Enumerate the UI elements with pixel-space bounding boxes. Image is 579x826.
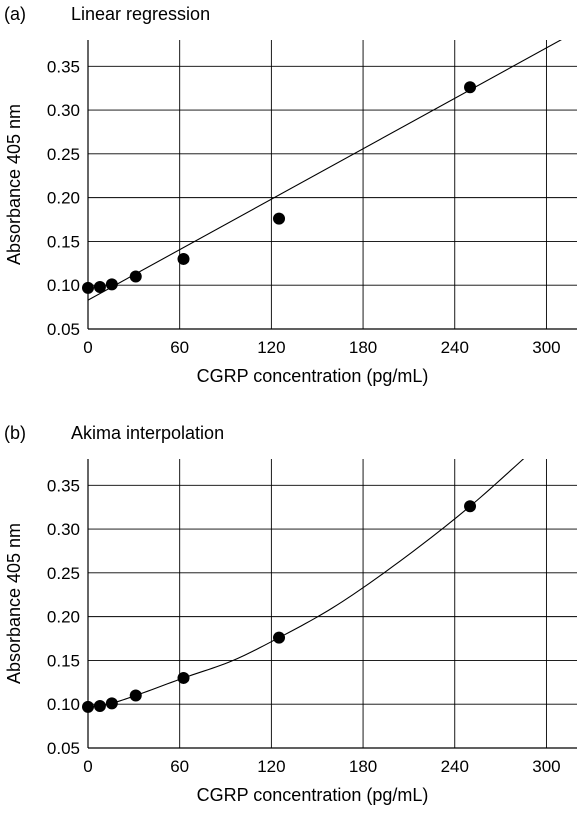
data-point	[82, 700, 94, 713]
chart-b: 0 60 120 180 240 300 0.05 0.10 0.15 0.20 0.25 0.30 0…	[4, 459, 577, 805]
panel-b-label: (b)	[4, 423, 26, 443]
y-tick-label: 0.35	[47, 57, 80, 76]
x-tick-label: 300	[532, 338, 560, 357]
data-point	[93, 280, 106, 293]
y-tick-label: 0.30	[47, 101, 80, 120]
data-point	[177, 671, 190, 684]
data-point	[93, 699, 106, 712]
data-point	[129, 270, 142, 283]
x-tick-label: 0	[83, 338, 92, 357]
y-tick-label: 0.10	[47, 276, 80, 295]
x-tick-label: 180	[349, 757, 377, 776]
y-tick-label: 0.35	[47, 476, 80, 495]
panel-a: (a) Linear regression 0 60 120 180 240 300 0.0…	[0, 0, 579, 407]
data-point	[273, 212, 286, 225]
data-point	[82, 281, 94, 294]
x-tick-label: 240	[441, 338, 469, 357]
x-tick-label: 60	[170, 757, 189, 776]
y-tick-label: 0.15	[47, 651, 80, 670]
fit-curve	[88, 40, 562, 301]
x-tick-label: 60	[170, 338, 189, 357]
panel-b-title: Akima interpolation	[71, 423, 225, 443]
chart-plot-area: 0 60 120 180 240 300 0.05 0.10 0.15 0.20 0.25 0.30 0…	[4, 40, 577, 386]
data-point	[129, 689, 142, 702]
fit-curve	[88, 459, 525, 708]
x-axis-label: CGRP concentration (pg/mL)	[197, 366, 429, 386]
chart-plot-area: 0 60 120 180 240 300 0.05 0.10 0.15 0.20 0.25 0.30 0…	[4, 459, 577, 805]
chart-a: 0 60 120 180 240 300 0.05 0.10 0.15 0.20 0.25 0.30 0…	[4, 40, 577, 386]
y-tick-label: 0.10	[47, 695, 80, 714]
data-point	[464, 500, 477, 513]
y-tick-label: 0.15	[47, 232, 80, 251]
x-tick-label: 0	[83, 757, 92, 776]
data-point	[464, 81, 477, 94]
y-tick-label: 0.05	[47, 320, 80, 339]
data-point	[273, 631, 286, 644]
y-tick-label: 0.25	[47, 145, 80, 164]
panel-b: (b) Akima interpolation 0 60 120 180 240 300 0…	[0, 419, 579, 826]
x-tick-label: 120	[257, 757, 285, 776]
data-point	[105, 697, 118, 710]
y-tick-label: 0.20	[47, 189, 80, 208]
x-tick-label: 180	[349, 338, 377, 357]
y-tick-label: 0.05	[47, 739, 80, 758]
data-point	[177, 252, 190, 265]
x-tick-label: 240	[441, 757, 469, 776]
y-axis-label: Absorbance 405 nm	[4, 523, 24, 684]
y-axis-label: Absorbance 405 nm	[4, 104, 24, 265]
x-tick-label: 120	[257, 338, 285, 357]
x-axis-label: CGRP concentration (pg/mL)	[197, 785, 429, 805]
y-tick-label: 0.30	[47, 520, 80, 539]
y-tick-label: 0.20	[47, 608, 80, 627]
y-tick-label: 0.25	[47, 564, 80, 583]
panel-a-title: Linear regression	[71, 4, 211, 24]
x-tick-label: 300	[532, 757, 560, 776]
data-point	[105, 278, 118, 291]
panel-a-label: (a)	[4, 4, 26, 24]
